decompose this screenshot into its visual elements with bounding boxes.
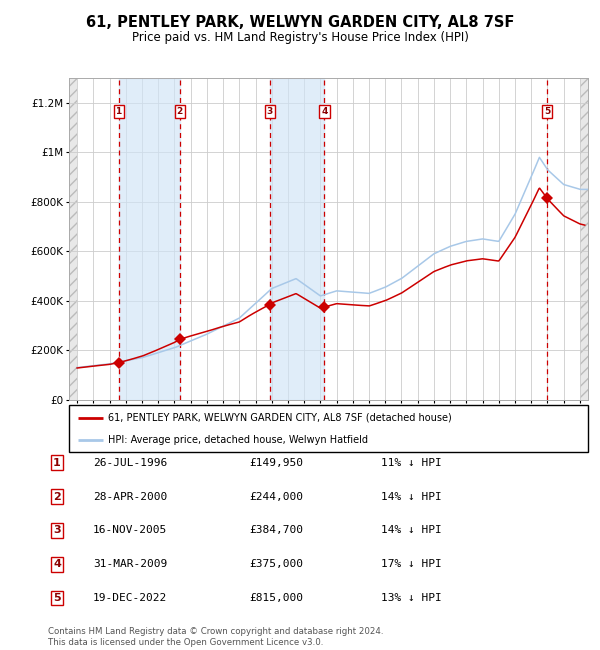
Bar bbox=[270, 78, 325, 400]
Text: 5: 5 bbox=[53, 593, 61, 603]
Text: 5: 5 bbox=[544, 107, 550, 116]
Text: HPI: Average price, detached house, Welwyn Hatfield: HPI: Average price, detached house, Welw… bbox=[108, 435, 368, 445]
FancyBboxPatch shape bbox=[69, 405, 588, 452]
Text: 14% ↓ HPI: 14% ↓ HPI bbox=[381, 491, 442, 502]
Text: 1: 1 bbox=[53, 458, 61, 468]
Text: 16-NOV-2005: 16-NOV-2005 bbox=[93, 525, 167, 536]
Text: 4: 4 bbox=[321, 107, 328, 116]
Text: 2: 2 bbox=[176, 107, 183, 116]
Text: 3: 3 bbox=[53, 525, 61, 536]
Text: £815,000: £815,000 bbox=[249, 593, 303, 603]
Bar bbox=[119, 78, 180, 400]
Text: 61, PENTLEY PARK, WELWYN GARDEN CITY, AL8 7SF (detached house): 61, PENTLEY PARK, WELWYN GARDEN CITY, AL… bbox=[108, 413, 452, 422]
Text: 17% ↓ HPI: 17% ↓ HPI bbox=[381, 559, 442, 569]
Bar bbox=[580, 78, 588, 400]
Text: 11% ↓ HPI: 11% ↓ HPI bbox=[381, 458, 442, 468]
Text: Price paid vs. HM Land Registry's House Price Index (HPI): Price paid vs. HM Land Registry's House … bbox=[131, 31, 469, 44]
Text: Contains HM Land Registry data © Crown copyright and database right 2024.
This d: Contains HM Land Registry data © Crown c… bbox=[48, 627, 383, 647]
Text: 19-DEC-2022: 19-DEC-2022 bbox=[93, 593, 167, 603]
Text: £375,000: £375,000 bbox=[249, 559, 303, 569]
Text: 14% ↓ HPI: 14% ↓ HPI bbox=[381, 525, 442, 536]
Text: 3: 3 bbox=[266, 107, 273, 116]
Text: £384,700: £384,700 bbox=[249, 525, 303, 536]
Text: £149,950: £149,950 bbox=[249, 458, 303, 468]
Text: 1: 1 bbox=[116, 107, 122, 116]
Text: £244,000: £244,000 bbox=[249, 491, 303, 502]
Text: 26-JUL-1996: 26-JUL-1996 bbox=[93, 458, 167, 468]
Text: 31-MAR-2009: 31-MAR-2009 bbox=[93, 559, 167, 569]
Bar bbox=[69, 78, 77, 400]
Text: 4: 4 bbox=[53, 559, 61, 569]
Text: 28-APR-2000: 28-APR-2000 bbox=[93, 491, 167, 502]
Text: 61, PENTLEY PARK, WELWYN GARDEN CITY, AL8 7SF: 61, PENTLEY PARK, WELWYN GARDEN CITY, AL… bbox=[86, 15, 514, 31]
Text: 13% ↓ HPI: 13% ↓ HPI bbox=[381, 593, 442, 603]
Text: 2: 2 bbox=[53, 491, 61, 502]
